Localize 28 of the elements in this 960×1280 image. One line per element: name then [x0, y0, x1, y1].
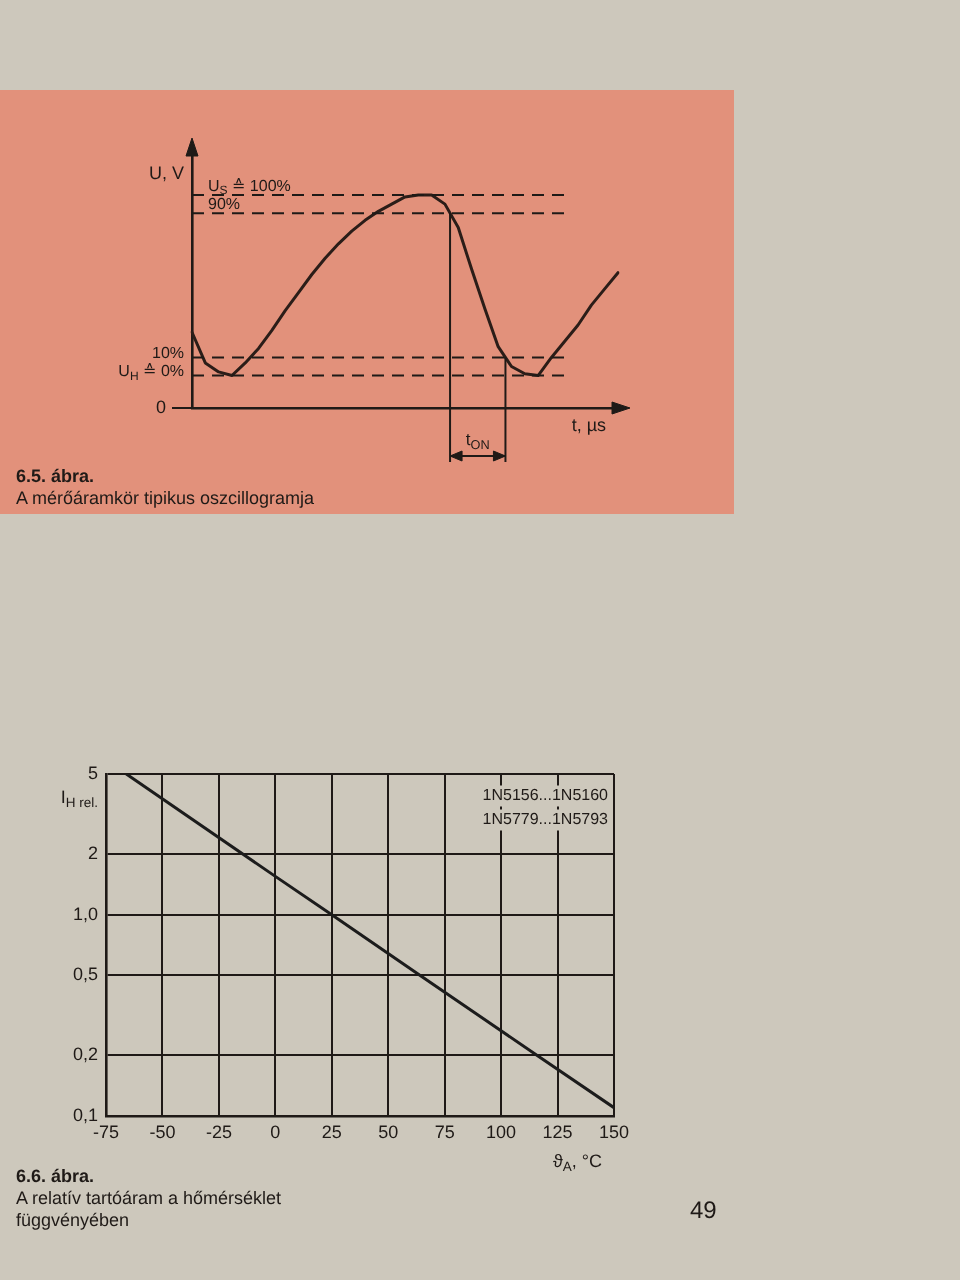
ref-line-label: 10% — [151, 343, 185, 362]
x-tick-label: 150 — [598, 1121, 630, 1142]
text: 6.5. ábra. — [16, 466, 95, 488]
ref-line-label: 90% — [208, 194, 241, 213]
y-tick-label: 1,0 — [72, 903, 98, 924]
text: 6.6. ábra. — [16, 1166, 95, 1188]
y-axis-title: U, V — [148, 162, 185, 183]
annotation: 1N5779...1N5793 — [482, 810, 610, 829]
text: A relatív tartóáram a hőmérséklet függvényében — [16, 1188, 284, 1232]
x-tick-label: 0 — [270, 1121, 281, 1142]
x-tick-label: -75 — [92, 1121, 120, 1142]
y-tick-label: 0,1 — [72, 1104, 98, 1125]
x-tick-label: 100 — [486, 1121, 517, 1142]
text: 0 — [155, 396, 167, 417]
x-tick-label: -25 — [205, 1121, 232, 1142]
x-axis-title: t, µs — [571, 414, 607, 435]
text: 49 — [690, 1196, 717, 1224]
y-tick-label: 0,2 — [72, 1044, 98, 1065]
x-tick-label: -50 — [149, 1121, 176, 1142]
x-tick-label: 75 — [434, 1121, 455, 1142]
x-tick-label: 50 — [378, 1121, 399, 1142]
annotation: 1N5156...1N5160 — [482, 786, 610, 805]
text: A mérőáramkör tipikus oszcillogramja — [16, 488, 317, 510]
y-tick-label: 2 — [87, 843, 98, 864]
y-tick-label: 5 — [87, 762, 98, 783]
y-tick-label: 0,5 — [72, 964, 98, 985]
x-tick-label: 125 — [542, 1121, 573, 1142]
x-tick-label: 25 — [321, 1121, 342, 1142]
